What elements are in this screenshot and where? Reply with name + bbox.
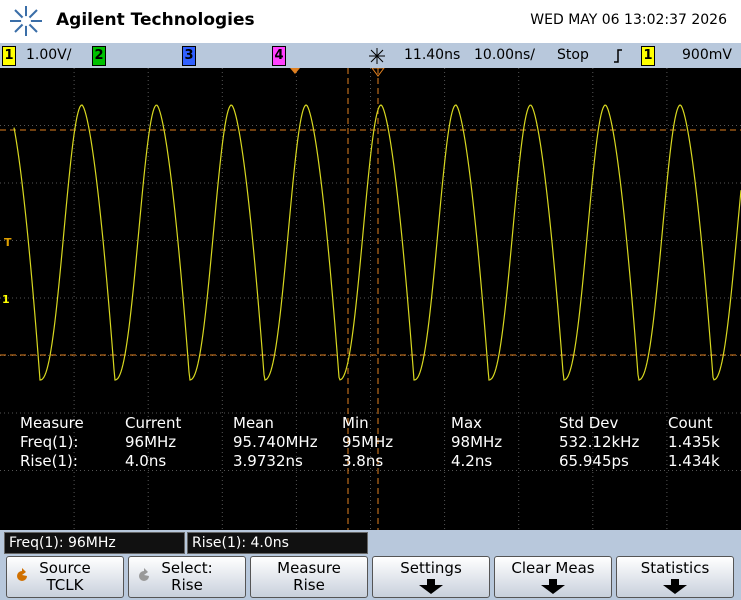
softkey-label: Select: (161, 559, 213, 577)
softkey-label: Settings (400, 559, 462, 577)
meas-cell: 95MHz (342, 433, 394, 451)
softkey-arrow (663, 579, 687, 594)
softkey-label: Clear Meas (511, 559, 595, 577)
meas-header: Mean (233, 414, 274, 432)
softkey-arrow (541, 579, 565, 594)
meas-cell: 4.2ns (451, 452, 493, 470)
softkey[interactable]: Measure Rise (250, 556, 368, 598)
softkey[interactable]: Statistics (616, 556, 734, 598)
status-bar: Freq(1): 96MHz Rise(1): 4.0ns (0, 530, 741, 554)
meas-header: Current (125, 414, 182, 432)
meas-cell: 532.12kHz (559, 433, 640, 451)
softkey-value: Rise (293, 576, 325, 594)
delay: 11.40ns (404, 47, 461, 63)
timebase: 10.00ns/ (474, 47, 535, 63)
delay-marker (290, 68, 300, 74)
meas-header: Measure (20, 414, 84, 432)
meas-header: Min (342, 414, 369, 432)
channel-marker: 1 (2, 293, 10, 306)
trigger-marker (371, 68, 385, 77)
meas-cell: 98MHz (451, 433, 503, 451)
softkey[interactable]: Source TCLK (6, 556, 124, 598)
softkey-bar: Source TCLK Select: Rise Measure Rise Settings… (0, 554, 741, 600)
meas-cell: Rise(1): (20, 452, 78, 470)
status-freq: Freq(1): 96MHz (4, 532, 185, 554)
softkey-icon (139, 568, 149, 581)
trigger-channel: 1 (641, 46, 655, 66)
meas-header: Count (668, 414, 713, 432)
meas-cell: 1.434k (668, 452, 720, 470)
meas-cell: 95.740MHz (233, 433, 318, 451)
cycle-arrow (139, 568, 149, 581)
meas-cell: Freq(1): (20, 433, 79, 451)
ch2-box[interactable]: 2 (92, 46, 106, 66)
softkey[interactable]: Settings (372, 556, 490, 598)
logo (10, 6, 42, 36)
meas-cell: 3.8ns (342, 452, 384, 470)
softkey-icon (17, 568, 27, 581)
softkey[interactable]: Select: Rise (128, 556, 246, 598)
trigger-icon (614, 49, 622, 63)
datetime: WED MAY 06 13:02:37 2026 (530, 12, 727, 28)
ch3-box[interactable]: 3 (182, 46, 196, 66)
down-arrow (663, 579, 687, 594)
softkey-value: Rise (171, 576, 203, 594)
softkey-label: Measure (277, 559, 341, 577)
meas-cell: 96MHz (125, 433, 177, 451)
meas-header: Max (451, 414, 483, 432)
run-state: Stop (557, 47, 589, 63)
status-rise: Rise(1): 4.0ns (187, 532, 368, 554)
meas-cell: 3.9732ns (233, 452, 303, 470)
meas-cell: 1.435k (668, 433, 720, 451)
ch1-scale: 1.00V/ (26, 47, 72, 63)
measurement-table: Measure Current Mean Min Max Std Dev Count Freq… (0, 414, 741, 474)
trigger-level-marker: T (4, 236, 12, 249)
meas-cell: 65.945ps (559, 452, 629, 470)
down-arrow (419, 579, 443, 594)
ch4-box[interactable]: 4 (272, 46, 286, 66)
softkey-arrow (419, 579, 443, 594)
softkey-label: Statistics (640, 559, 710, 577)
softkey-value: TCLK (46, 576, 84, 594)
waveform-display: T 1 (0, 68, 741, 530)
waveform (13, 104, 741, 381)
brand: Agilent Technologies (56, 10, 255, 30)
trigger-level: 900mV (682, 47, 732, 63)
softkey[interactable]: Clear Meas (494, 556, 612, 598)
meas-cell: 4.0ns (125, 452, 167, 470)
cycle-arrow (17, 568, 27, 581)
top-bar: 1 1.00V/ 2 3 4 11.40ns 10.00ns/ Stop 1 9… (0, 43, 741, 68)
delay-icon (369, 48, 385, 64)
meas-header: Std Dev (559, 414, 619, 432)
down-arrow (541, 579, 565, 594)
ch1-box[interactable]: 1 (2, 46, 16, 66)
softkey-label: Source (39, 559, 91, 577)
